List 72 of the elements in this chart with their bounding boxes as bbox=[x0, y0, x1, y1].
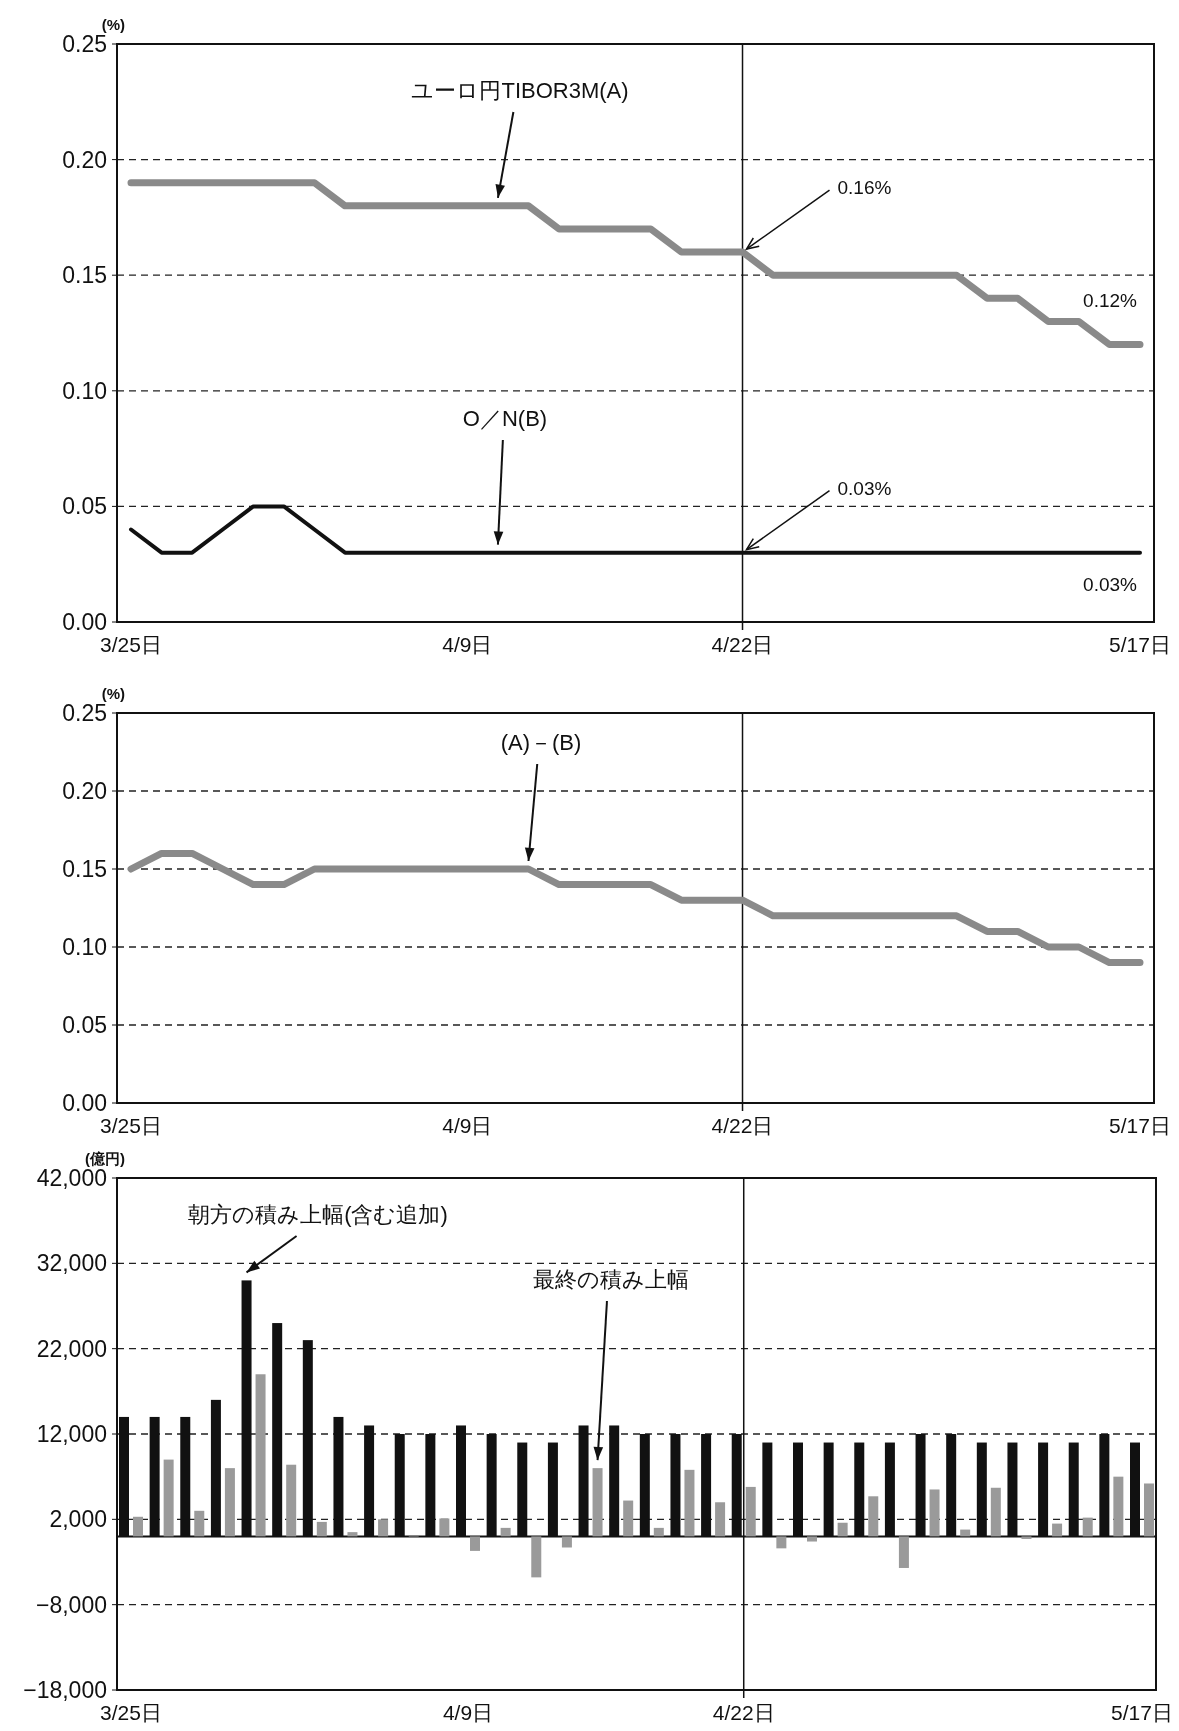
annotation: 0.16% bbox=[837, 177, 892, 199]
y-tick-label: 0.10 bbox=[62, 377, 107, 404]
text: 朝方の積み上幅(含む追加) bbox=[188, 1202, 448, 1227]
annotation: 0.03% bbox=[1083, 573, 1138, 595]
bar bbox=[439, 1518, 450, 1537]
y-tick-label: 2,000 bbox=[49, 1506, 107, 1533]
y-tick-label: −18,000 bbox=[23, 1677, 107, 1703]
bar bbox=[1113, 1476, 1124, 1537]
y-tick-label: 32,000 bbox=[36, 1250, 107, 1277]
x-tick-label: 5/17日 bbox=[1109, 633, 1171, 656]
bar bbox=[837, 1522, 848, 1537]
annotation: 0.12% bbox=[1083, 289, 1138, 311]
text: 最終の積み上幅 bbox=[533, 1267, 689, 1292]
bar bbox=[255, 1374, 266, 1537]
text: (A)－(B) bbox=[500, 730, 582, 755]
bar bbox=[561, 1536, 572, 1548]
x-tick-label: 5/17日 bbox=[1109, 1114, 1171, 1137]
x-tick-label: 3/25日 bbox=[100, 633, 162, 656]
bar bbox=[990, 1487, 1001, 1537]
y-tick-label: 12,000 bbox=[36, 1421, 107, 1447]
bar bbox=[929, 1489, 940, 1537]
x-tick-label: 4/9日 bbox=[442, 1114, 493, 1137]
bar bbox=[1052, 1523, 1063, 1537]
y-tick-label: 0.15 bbox=[62, 856, 107, 882]
x-tick-label: 4/9日 bbox=[442, 1701, 494, 1724]
y-axis-title: (%) bbox=[101, 16, 125, 33]
annotation: 0.03% bbox=[837, 477, 892, 499]
bar bbox=[684, 1469, 695, 1537]
y-tick-label: 0.20 bbox=[62, 778, 107, 804]
y-tick-label: 0.10 bbox=[62, 934, 107, 960]
text: ユーロ円TIBOR3M(A) bbox=[411, 78, 629, 103]
y-tick-label: 0.20 bbox=[62, 146, 107, 173]
bar bbox=[316, 1521, 327, 1537]
bar bbox=[378, 1519, 389, 1537]
bar bbox=[898, 1536, 909, 1568]
x-tick-label: 3/25日 bbox=[100, 1701, 162, 1724]
x-tick-label: 5/17日 bbox=[1111, 1701, 1173, 1724]
bar bbox=[470, 1536, 480, 1551]
bar bbox=[224, 1468, 235, 1537]
y-tick-label: 0.15 bbox=[62, 262, 107, 289]
bar bbox=[347, 1532, 358, 1537]
bar bbox=[1082, 1517, 1093, 1537]
bar bbox=[500, 1527, 511, 1537]
y-axis-title: (億円) bbox=[85, 1150, 125, 1167]
x-tick-label: 4/22日 bbox=[712, 1701, 775, 1724]
y-tick-label: 22,000 bbox=[36, 1335, 107, 1362]
y-tick-label: 0.00 bbox=[62, 609, 107, 635]
bar bbox=[1144, 1483, 1154, 1537]
bar bbox=[592, 1468, 603, 1537]
bar bbox=[653, 1527, 664, 1537]
bar bbox=[133, 1516, 143, 1537]
x-tick-label: 4/22日 bbox=[711, 1114, 774, 1137]
y-tick-label: 0.05 bbox=[62, 493, 107, 520]
bar bbox=[715, 1502, 726, 1537]
bar bbox=[286, 1464, 297, 1537]
bar bbox=[623, 1500, 634, 1537]
bar bbox=[868, 1496, 879, 1537]
y-axis-title: (%) bbox=[101, 685, 125, 702]
x-tick-label: 4/22日 bbox=[711, 633, 774, 656]
bar bbox=[745, 1486, 756, 1537]
x-tick-label: 4/9日 bbox=[442, 633, 493, 656]
y-tick-label: −8,000 bbox=[36, 1591, 107, 1618]
x-tick-label: 3/25日 bbox=[100, 1114, 162, 1137]
bar bbox=[807, 1536, 817, 1542]
bar bbox=[163, 1459, 174, 1537]
bar bbox=[194, 1510, 205, 1537]
bar bbox=[1021, 1536, 1032, 1539]
bar bbox=[776, 1536, 787, 1549]
bar bbox=[531, 1536, 542, 1578]
text: O／N(B) bbox=[462, 406, 548, 431]
y-tick-label: 0.00 bbox=[62, 1090, 107, 1116]
y-tick-label: 0.05 bbox=[62, 1012, 107, 1038]
